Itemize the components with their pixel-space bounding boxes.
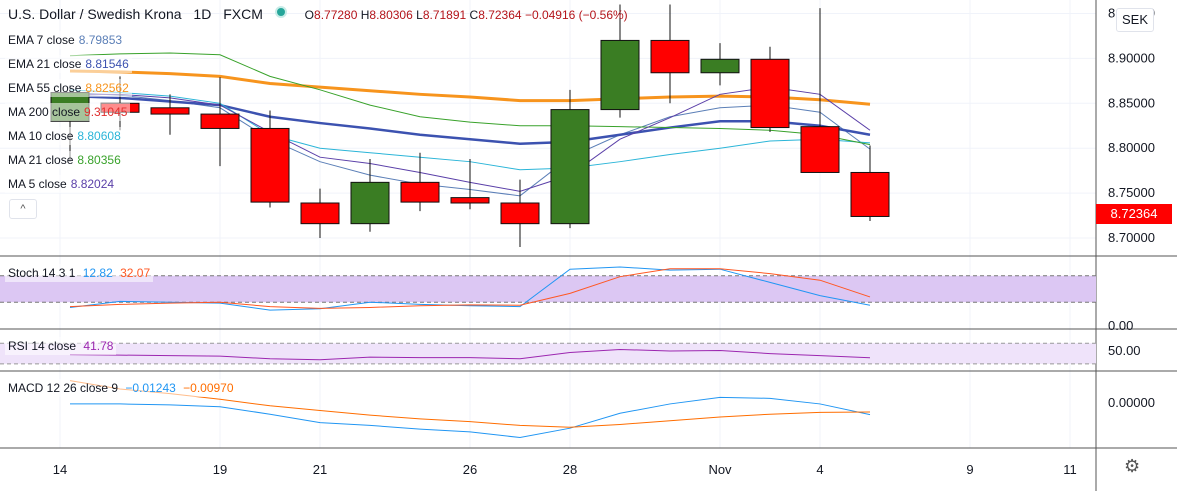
candle-body bbox=[600, 39, 640, 111]
price-tick-label: 8.75000 bbox=[1108, 185, 1155, 200]
candle-body bbox=[500, 202, 540, 225]
x-tick-label: 21 bbox=[313, 462, 327, 477]
indicator-value: 8.80356 bbox=[77, 153, 121, 167]
indicator-label: EMA 55 close bbox=[8, 81, 82, 95]
rsi-line bbox=[69, 348, 871, 361]
x-tick-label: 19 bbox=[213, 462, 227, 477]
open-value: 8.77280 bbox=[314, 8, 358, 22]
symbol-header: U.S. Dollar / Swedish Krona 1D FXCM O8.7… bbox=[8, 6, 628, 22]
candle-body bbox=[550, 109, 590, 225]
indicator-value: 9.31045 bbox=[84, 105, 128, 119]
candle-body bbox=[450, 197, 490, 204]
macd-tick-label: 0.00000 bbox=[1108, 395, 1155, 410]
candle-body bbox=[150, 107, 190, 115]
stoch-d-line bbox=[69, 268, 871, 309]
stoch-legend: Stoch 14 3 1 12.82 32.07 bbox=[5, 264, 154, 282]
indicator-value: 8.79853 bbox=[78, 33, 123, 47]
price-tick-label: 8.85000 bbox=[1108, 95, 1155, 110]
ma-line bbox=[69, 52, 871, 146]
candle-body bbox=[200, 113, 240, 129]
indicator-legend-row[interactable]: MA 5 close 8.82024 bbox=[5, 175, 118, 193]
price-tick-label: 8.90000 bbox=[1108, 50, 1155, 65]
indicator-label: MA 10 close bbox=[8, 129, 74, 143]
indicator-value: 8.82562 bbox=[85, 81, 129, 95]
indicator-value: 8.80608 bbox=[77, 129, 121, 143]
indicator-value: 8.81546 bbox=[85, 57, 129, 71]
x-tick-label: 14 bbox=[53, 462, 67, 477]
candle-body bbox=[350, 181, 390, 225]
indicator-legend-row[interactable]: MA 200 close 9.31045 bbox=[5, 103, 131, 121]
stoch-k-value: 12.82 bbox=[82, 266, 113, 280]
indicator-label: EMA 21 close bbox=[8, 57, 82, 71]
candle-body bbox=[300, 202, 340, 225]
ma-line bbox=[69, 69, 871, 106]
candle-body bbox=[800, 126, 840, 173]
indicator-legend-row[interactable]: EMA 7 close 8.79853 bbox=[5, 31, 126, 49]
close-value: 8.72364 bbox=[478, 8, 522, 22]
indicator-legend-row[interactable]: MA 10 close 8.80608 bbox=[5, 127, 124, 145]
x-tick-label: Nov bbox=[708, 462, 732, 477]
ohlc-readout: O8.77280 H8.80306 L8.71891 C8.72364 −0.0… bbox=[304, 8, 628, 22]
candle-body bbox=[400, 181, 440, 203]
rsi-tick-label: 50.00 bbox=[1108, 343, 1141, 358]
stoch-d-value: 32.07 bbox=[120, 266, 151, 280]
indicator-label: MA 21 close bbox=[8, 153, 74, 167]
stoch-tick-label: 0.00 bbox=[1108, 318, 1133, 333]
macd-signal-line bbox=[69, 380, 871, 428]
ma-line bbox=[69, 94, 871, 145]
x-tick-label: 11 bbox=[1063, 462, 1077, 477]
rsi-value: 41.78 bbox=[83, 339, 114, 353]
interval-label[interactable]: 1D bbox=[193, 6, 212, 22]
market-status-icon bbox=[274, 6, 287, 18]
low-value: 8.71891 bbox=[422, 8, 467, 22]
price-tick-label: 8.70000 bbox=[1108, 230, 1155, 245]
x-tick-label: 9 bbox=[966, 462, 973, 477]
x-tick-label: 4 bbox=[816, 462, 823, 477]
macd-value: −0.01243 bbox=[125, 381, 176, 395]
indicator-label: MA 5 close bbox=[8, 177, 67, 191]
gear-icon[interactable]: ⚙ bbox=[1124, 456, 1141, 476]
indicator-label: EMA 7 close bbox=[8, 33, 75, 47]
macd-signal-value: −0.00970 bbox=[183, 381, 234, 395]
stoch-band bbox=[0, 275, 1096, 303]
collapse-legend-button[interactable]: ^ bbox=[9, 199, 37, 219]
candle-body bbox=[250, 127, 290, 203]
candle-body bbox=[700, 58, 740, 74]
last-price-label: 8.72364 bbox=[1096, 204, 1172, 224]
indicator-label: MA 200 close bbox=[8, 105, 81, 119]
candle-body bbox=[750, 58, 790, 129]
rsi-band bbox=[0, 343, 1096, 364]
high-value: 8.80306 bbox=[369, 8, 413, 22]
price-tick-label: 8.80000 bbox=[1108, 140, 1155, 155]
candle-body bbox=[850, 171, 890, 217]
indicator-legend-row[interactable]: EMA 21 close 8.81546 bbox=[5, 55, 132, 73]
change-value: −0.04916 (−0.56%) bbox=[524, 8, 628, 22]
stoch-label: Stoch 14 3 1 bbox=[8, 266, 76, 280]
macd-line bbox=[70, 396, 871, 439]
symbol-title: U.S. Dollar / Swedish Krona bbox=[8, 6, 182, 22]
candle-body bbox=[650, 39, 690, 74]
macd-label: MACD 12 26 close 9 bbox=[8, 381, 119, 395]
rsi-label: RSI 14 close bbox=[8, 339, 77, 353]
currency-button[interactable]: SEK bbox=[1116, 8, 1154, 32]
macd-legend: MACD 12 26 close 9 −0.01243 −0.00970 bbox=[5, 379, 237, 397]
indicator-legend-row[interactable]: EMA 55 close 8.82562 bbox=[5, 79, 132, 97]
indicator-legend-row[interactable]: MA 21 close 8.80356 bbox=[5, 151, 124, 169]
rsi-legend: RSI 14 close 41.78 bbox=[5, 337, 117, 355]
x-tick-label: 26 bbox=[463, 462, 477, 477]
x-tick-label: 28 bbox=[563, 462, 577, 477]
indicator-value: 8.82024 bbox=[70, 177, 115, 191]
exchange-label: FXCM bbox=[223, 6, 263, 22]
